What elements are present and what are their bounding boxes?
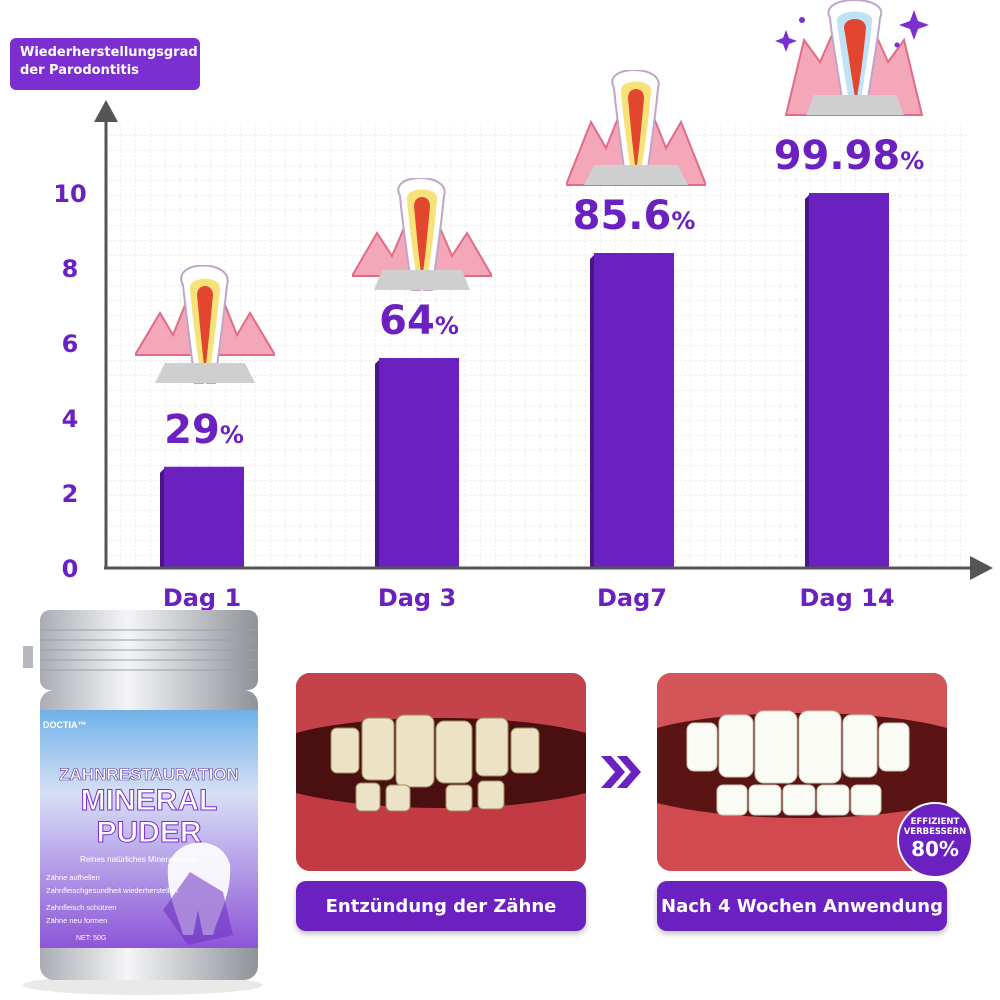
product-jar: DOCTIA™ ZAHNRESTAURATION MINERAL PUDER R… (23, 610, 263, 995)
product-line-3: PUDER (96, 816, 201, 849)
x-tick-label: Dag 1 (163, 584, 241, 612)
product-brand: DOCTIA™ (43, 720, 87, 730)
product-net-weight: NET: 50G (76, 935, 106, 942)
tooth-illustration-day1 (135, 265, 275, 384)
product-feature-3: Zahnfleisch schützen (46, 903, 116, 912)
y-axis-title-line-2: der Parodontitis (20, 63, 139, 78)
before-photo (296, 673, 586, 871)
bar (379, 358, 459, 568)
bar-chart: 0 2 4 6 8 10 29% Dag 1 64% Dag 3 85.6% Dag7 99.98% Da… (53, 100, 993, 612)
data-label: 64% (379, 298, 459, 344)
y-axis-arrow (94, 100, 118, 122)
product-feature-1: Zähne aufhellen (46, 873, 100, 882)
x-tick-label: Dag7 (597, 584, 667, 612)
product-subtitle: Reines natürliches Mineralextrakt (80, 855, 199, 864)
bar (594, 253, 674, 568)
x-axis-arrow (970, 556, 993, 580)
chevron-right-icon (601, 756, 641, 788)
tooth-illustration-day14 (775, 0, 929, 116)
product-line-1: ZAHNRESTAURATION (59, 765, 239, 784)
y-tick-label: 4 (62, 405, 79, 433)
after-caption: Nach 4 Wochen Anwendung (657, 881, 947, 931)
y-tick-label: 0 (62, 555, 79, 583)
product-feature-2: Zahnfleischgesundheit wiederherstellen (46, 886, 178, 895)
badge-value: 80% (911, 837, 959, 861)
data-label: 99.98% (774, 133, 925, 179)
data-label: 29% (164, 407, 244, 453)
bar (164, 466, 244, 568)
y-axis-title: Wiederherstellungsgrad der Parodontitis (10, 38, 200, 90)
x-tick-label: Dag 3 (378, 584, 456, 612)
y-tick-label: 10 (53, 180, 86, 208)
badge-line-1: EFFIZIENT (910, 817, 960, 827)
efficiency-badge: EFFIZIENT VERBESSERN 80% (897, 802, 973, 878)
y-tick-label: 6 (62, 330, 79, 358)
y-tick-label: 8 (62, 255, 79, 283)
tooth-illustration-day3 (352, 178, 492, 291)
data-label: 85.6% (573, 193, 696, 239)
x-tick-label: Dag 14 (799, 584, 894, 612)
y-tick-label: 2 (62, 480, 79, 508)
tooth-illustration-day7 (566, 70, 706, 186)
product-feature-4: Zähne neu formen (46, 916, 107, 925)
after-photo (657, 673, 947, 871)
product-line-2: MINERAL (81, 784, 218, 817)
before-caption: Entzündung der Zähne (296, 881, 586, 931)
badge-line-2: VERBESSERN (903, 827, 967, 837)
bar (809, 193, 889, 568)
y-axis-title-line-1: Wiederherstellungsgrad (20, 45, 198, 60)
